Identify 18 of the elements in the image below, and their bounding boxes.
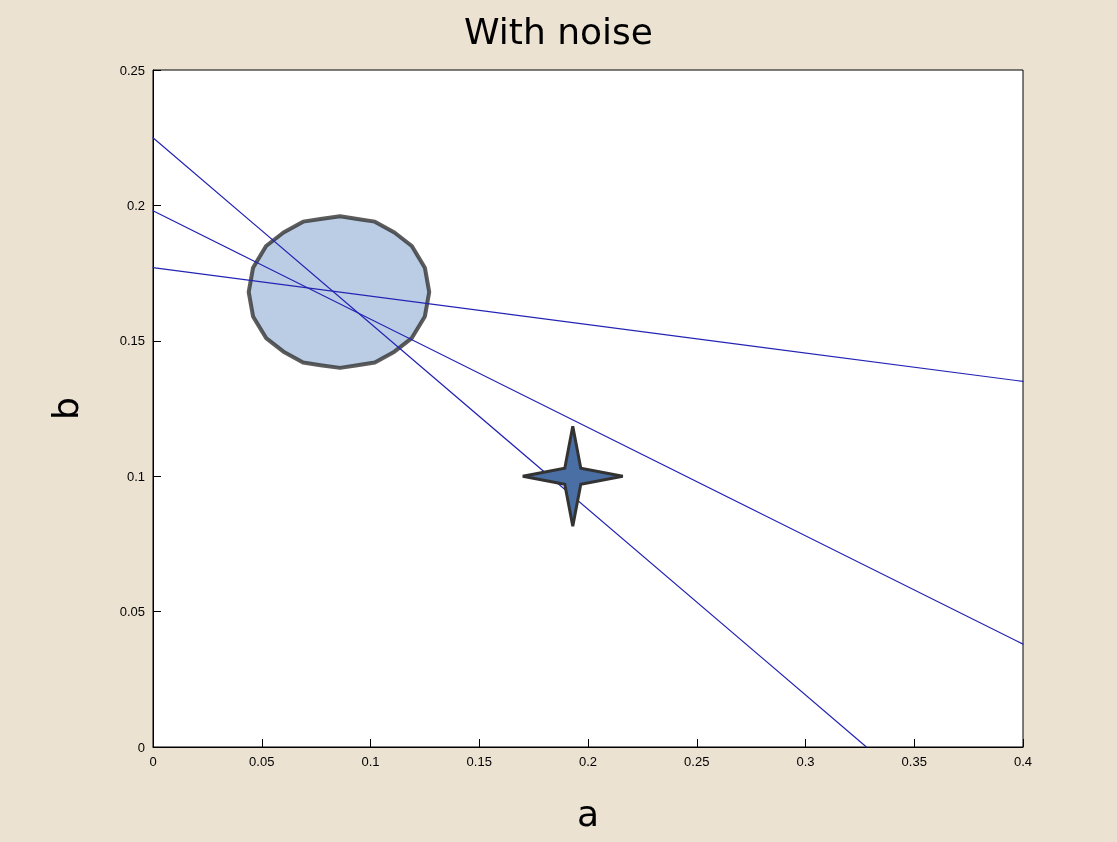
x-axis-title: a: [576, 792, 600, 834]
x-tick-label: 0.15: [466, 754, 492, 769]
x-tick-label: 0.2: [578, 754, 598, 769]
x-tick-label: 0.05: [249, 754, 275, 769]
x-tick-label: 0.4: [1013, 754, 1033, 769]
x-tick-label: 0.1: [361, 754, 380, 769]
y-tick-label: 0: [137, 739, 145, 755]
y-tick-label: 0.15: [119, 333, 145, 349]
y-tick-label: 0.25: [119, 62, 145, 78]
y-tick-label: 0.1: [126, 468, 145, 484]
y-axis-title: b: [44, 397, 86, 420]
x-tick-label: 0.35: [901, 754, 927, 769]
x-tick-label: 0.3: [796, 754, 815, 769]
x-tick-label: 0: [149, 754, 157, 769]
x-tick-label: 0.25: [684, 754, 710, 769]
y-tick-label: 0.2: [126, 197, 145, 213]
y-tick-label: 0.05: [119, 604, 145, 620]
chart-title: With noise: [464, 10, 653, 52]
